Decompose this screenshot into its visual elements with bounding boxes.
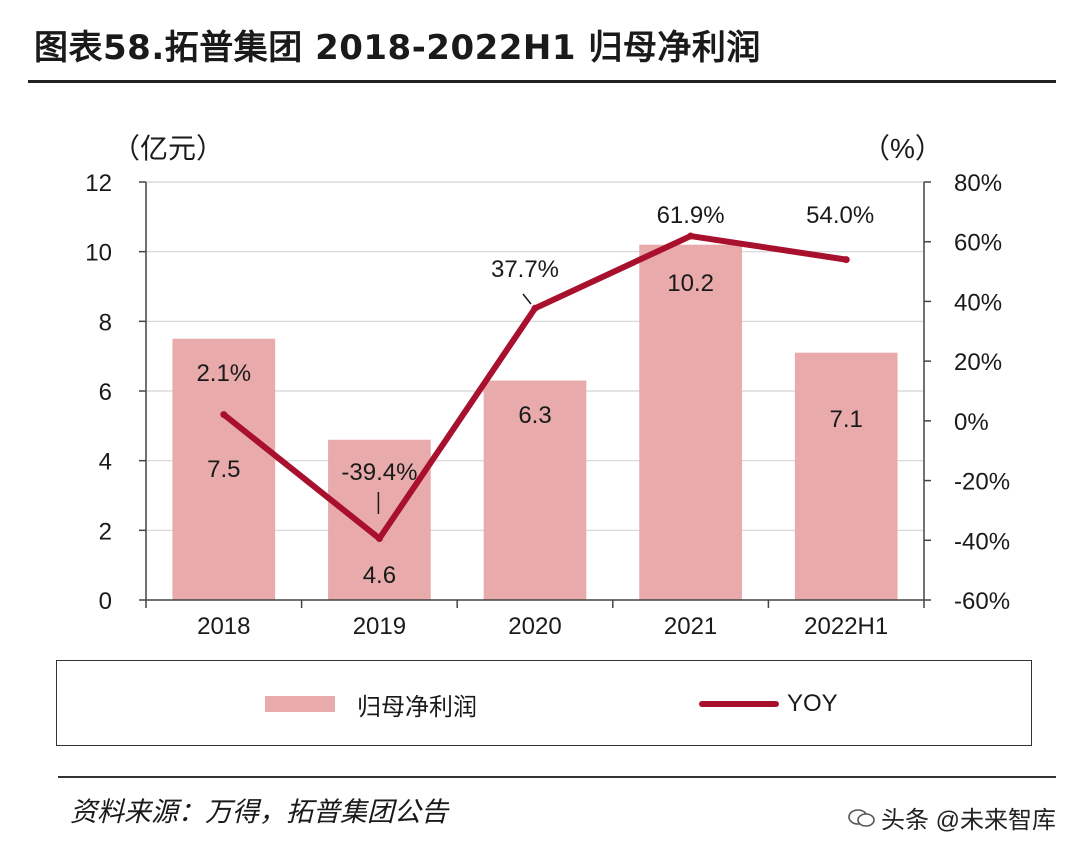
bar-2020 <box>483 380 587 600</box>
x-tick-label: 2022H1 <box>804 613 888 640</box>
wechat-icon <box>848 808 875 827</box>
yoy-value-label: 37.7% <box>491 256 559 283</box>
yoy-value-label: 61.9% <box>657 202 725 229</box>
yoy-label-leader <box>522 293 532 305</box>
left-tick-label: 4 <box>99 449 112 476</box>
bar-2018 <box>172 338 276 600</box>
bar-2022H1 <box>794 352 898 600</box>
right-tick-label: 20% <box>954 349 1002 376</box>
x-tick-label: 2020 <box>508 613 561 640</box>
bar-value-label: 7.5 <box>207 456 240 483</box>
source-note: 资料来源：万得，拓普集团公告 <box>70 797 448 828</box>
bar-value-label: 6.3 <box>518 402 551 429</box>
right-tick-label: 80% <box>954 170 1002 197</box>
yoy-value-label: -39.4% <box>341 459 417 486</box>
watermark: 头条 @未来智库 <box>843 800 1056 835</box>
yoy-point-2018 <box>220 411 228 419</box>
x-tick-label: 2018 <box>197 613 250 640</box>
right-tick-label: 60% <box>954 230 1002 257</box>
right-tick-label: -40% <box>954 528 1010 555</box>
bar-value-label: 7.1 <box>830 406 863 433</box>
left-axis-label: （亿元） <box>112 133 224 164</box>
bar-value-label: 4.6 <box>363 562 396 589</box>
yoy-point-2021 <box>687 232 695 240</box>
legend-item-bar: 归母净利润 <box>265 661 477 747</box>
watermark-text: 头条 @未来智库 <box>880 807 1056 834</box>
chart-title: 图表58.拓普集团 2018-2022H1 归母净利润 <box>34 28 761 68</box>
footer-divider <box>58 776 1056 778</box>
yoy-point-2019 <box>375 534 383 542</box>
left-tick-label: 6 <box>99 379 112 406</box>
left-tick-label: 12 <box>85 170 112 197</box>
bar-2019 <box>328 439 431 600</box>
title-divider <box>28 80 1056 83</box>
yoy-value-label: 2.1% <box>196 360 251 387</box>
legend-line-label: YOY <box>787 690 838 717</box>
left-tick-label: 0 <box>99 588 112 615</box>
right-tick-label: 40% <box>954 289 1002 316</box>
bar-2021 <box>639 244 742 600</box>
legend: 归母净利润 YOY <box>56 660 1032 746</box>
legend-bar-swatch <box>265 696 335 712</box>
x-tick-label: 2019 <box>353 613 406 640</box>
right-tick-label: 0% <box>954 409 989 436</box>
yoy-value-label: 54.0% <box>806 202 874 229</box>
left-tick-label: 2 <box>99 518 112 545</box>
right-tick-label: -20% <box>954 469 1010 496</box>
yoy-point-2020 <box>531 304 539 312</box>
legend-line-swatch <box>699 701 779 707</box>
left-tick-label: 8 <box>99 309 112 336</box>
legend-item-line: YOY <box>699 661 838 747</box>
right-tick-label: -60% <box>954 588 1010 615</box>
left-tick-label: 10 <box>85 240 112 267</box>
yoy-point-2022H1 <box>842 256 850 264</box>
legend-bar-label: 归母净利润 <box>357 693 477 721</box>
x-tick-label: 2021 <box>664 613 717 640</box>
chart-area: （亿元） （%） 0 2 4 6 8 10 12 -60% -40% -20% 0% 20% 40% 60… <box>85 133 1010 640</box>
right-axis-label: （%） <box>862 133 943 164</box>
bar-value-label: 10.2 <box>667 270 714 297</box>
